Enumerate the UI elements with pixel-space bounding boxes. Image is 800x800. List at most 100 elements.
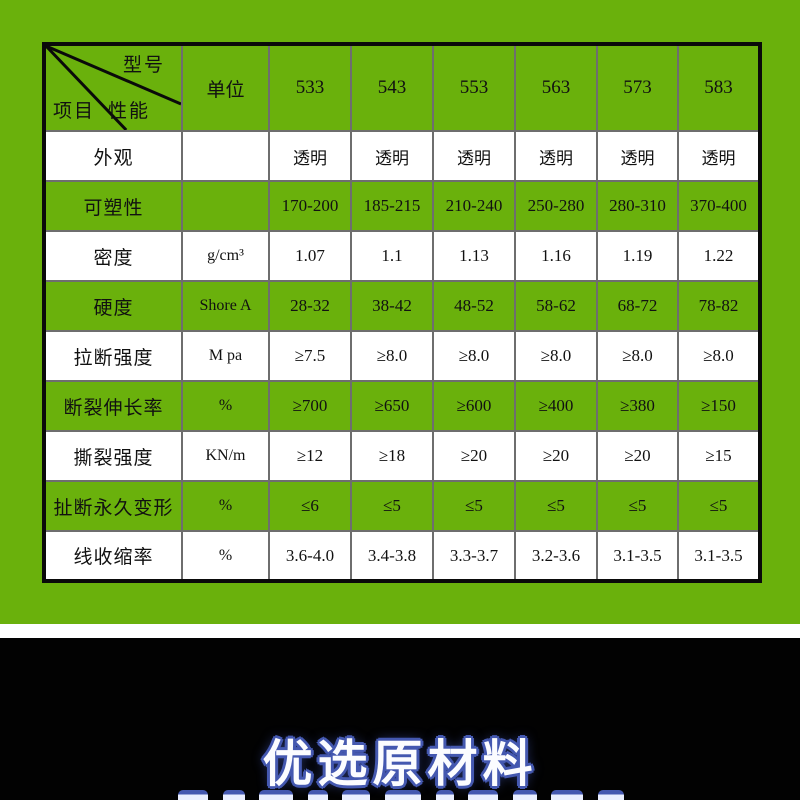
unit-cell [181,130,270,182]
property-cell: 密度 [43,230,183,282]
value-cell: ≥8.0 [432,330,516,382]
table-row: 密度 g/cm³ 1.07 1.1 1.13 1.16 1.19 1.22 [43,230,761,282]
value-cell: 170-200 [268,180,352,232]
cropped-glyph-top [259,790,294,800]
property-cell: 硬度 [43,280,183,332]
value-cell: ≥700 [268,380,352,432]
value-cell: ≥8.0 [350,330,434,382]
unit-cell: % [181,530,270,582]
value-cell: 3.2-3.6 [514,530,598,582]
model-column-header: 543 [350,43,434,132]
value-cell: 1.07 [268,230,352,282]
model-column-header: 573 [596,43,679,132]
value-cell: 250-280 [514,180,598,232]
value-cell: 28-32 [268,280,352,332]
table-row: 可塑性 170-200 185-215 210-240 250-280 280-310 37… [43,180,761,232]
value-cell: 210-240 [432,180,516,232]
value-cell: 透明 [350,130,434,182]
table-row: 撕裂强度 KN/m ≥12 ≥18 ≥20 ≥20 ≥20 ≥15 [43,430,761,482]
value-cell: ≤5 [432,480,516,532]
value-cell: 280-310 [596,180,679,232]
value-cell: 185-215 [350,180,434,232]
value-cell: 透明 [677,130,761,182]
value-cell: 3.1-3.5 [677,530,761,582]
model-column-header: 553 [432,43,516,132]
table-row: 硬度 Shore A 28-32 38-42 48-52 58-62 68-72 78-82 [43,280,761,332]
property-cell: 撕裂强度 [43,430,183,482]
unit-cell: % [181,480,270,532]
unit-column-header: 单位 [181,43,270,132]
unit-cell [181,180,270,232]
banner-title: 优选原材料 [262,735,538,793]
property-cell: 外观 [43,130,183,182]
table-row: 线收缩率% 3.6-4.0 3.4-3.8 3.3-3.7 3.2-3.6 3.1-3.5… [43,530,761,582]
bottom-banner: 优选原材料 [0,638,800,800]
value-cell: 1.19 [596,230,679,282]
value-cell: 3.6-4.0 [268,530,352,582]
corner-cell: 型号 性能 项目 [43,43,183,132]
unit-cell: M pa [181,330,270,382]
value-cell: ≤5 [677,480,761,532]
unit-cell: % [181,380,270,432]
value-cell: 1.1 [350,230,434,282]
table-row: 断裂伸长率% ≥700 ≥650 ≥600 ≥400 ≥380 ≥150 [43,380,761,432]
white-divider [0,624,800,638]
table-row: 外观 透明 透明 透明 透明 透明 透明 [43,130,761,182]
value-cell: 58-62 [514,280,598,332]
property-cell: 拉断强度 [43,330,183,382]
cropped-glyph-top [222,790,245,800]
value-cell: ≥20 [432,430,516,482]
value-cell: ≥380 [596,380,679,432]
value-cell: 3.3-3.7 [432,530,516,582]
unit-cell: Shore A [181,280,270,332]
corner-label-performance: 性能 [108,101,151,122]
value-cell: ≥20 [596,430,679,482]
cropped-glyph-top [178,790,208,800]
cropped-glyph-top [342,790,371,800]
value-cell: 1.22 [677,230,761,282]
cropped-glyph-top [384,790,421,800]
value-cell: ≤6 [268,480,352,532]
spec-table: 型号 性能 项目 单位 533 543 553 563 573 583 外观 透明 透明 透明透… [42,42,762,583]
cropped-glyph-top [597,790,624,800]
value-cell: 1.16 [514,230,598,282]
value-cell: 透明 [596,130,679,182]
value-cell: ≥18 [350,430,434,482]
cropped-glyph-top [468,790,499,800]
value-cell: 68-72 [596,280,679,332]
value-cell: ≥400 [514,380,598,432]
property-cell: 线收缩率 [43,530,183,582]
value-cell: ≤5 [350,480,434,532]
value-cell: ≤5 [514,480,598,532]
table-row: 拉断强度 M pa ≥7.5 ≥8.0 ≥8.0 ≥8.0 ≥8.0 ≥8.0 [43,330,761,382]
model-column-header: 533 [268,43,352,132]
unit-cell: KN/m [181,430,270,482]
value-cell: ≥7.5 [268,330,352,382]
value-cell: ≥8.0 [514,330,598,382]
model-column-header: 583 [677,43,761,132]
corner-label-model: 型号 [122,55,165,76]
value-cell: 透明 [432,130,516,182]
value-cell: ≥650 [350,380,434,432]
value-cell: 3.4-3.8 [350,530,434,582]
value-cell: 48-52 [432,280,516,332]
value-cell: ≥12 [268,430,352,482]
cropped-text-remnant [178,790,624,800]
property-cell: 断裂伸长率 [43,380,183,432]
value-cell: 透明 [268,130,352,182]
corner-label-item: 项目 [53,101,96,122]
value-cell: ≥600 [432,380,516,432]
property-cell: 扯断永久变形 [43,480,183,532]
diagonal-lines [46,46,180,129]
value-cell: ≥20 [514,430,598,482]
table-row: 扯断永久变形% ≤6 ≤5 ≤5 ≤5 ≤5 ≤5 [43,480,761,532]
cropped-glyph-top [551,790,584,800]
value-cell: 370-400 [677,180,761,232]
cropped-glyph-top [307,790,328,800]
cropped-glyph-top [512,790,537,800]
value-cell: 透明 [514,130,598,182]
value-cell: ≥150 [677,380,761,432]
model-column-header: 563 [514,43,598,132]
value-cell: ≤5 [596,480,679,532]
value-cell: 1.13 [432,230,516,282]
